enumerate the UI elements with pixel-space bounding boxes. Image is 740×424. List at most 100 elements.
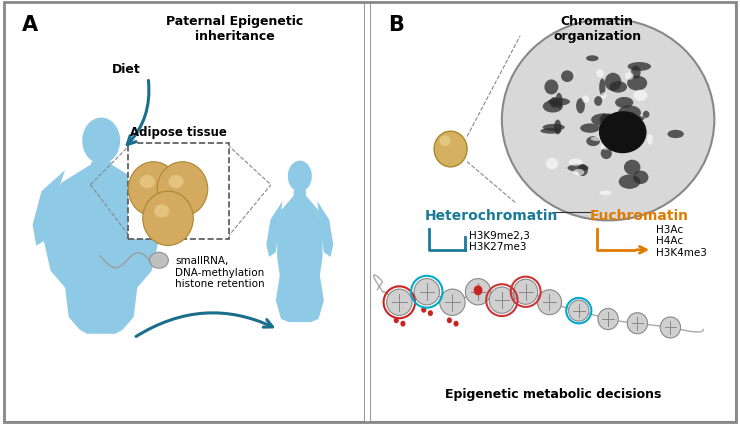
Ellipse shape [580, 123, 599, 133]
Ellipse shape [599, 78, 605, 96]
Ellipse shape [577, 164, 588, 176]
Ellipse shape [625, 72, 633, 80]
Text: Epigenetic metabolic decisions: Epigenetic metabolic decisions [445, 388, 662, 401]
Circle shape [394, 317, 399, 323]
Polygon shape [293, 190, 306, 204]
Ellipse shape [465, 279, 491, 305]
Ellipse shape [594, 96, 602, 106]
Circle shape [447, 317, 452, 323]
Ellipse shape [154, 204, 169, 218]
Ellipse shape [615, 97, 633, 108]
Ellipse shape [586, 136, 600, 146]
Ellipse shape [609, 81, 627, 93]
Ellipse shape [542, 100, 563, 112]
Ellipse shape [596, 69, 604, 77]
Ellipse shape [548, 98, 570, 106]
Ellipse shape [434, 131, 467, 167]
Text: smallRNA,
DNA-methylation
histone retention: smallRNA, DNA-methylation histone retent… [175, 256, 265, 289]
Ellipse shape [568, 300, 589, 321]
Circle shape [454, 321, 459, 326]
Ellipse shape [601, 148, 612, 159]
Polygon shape [266, 201, 283, 257]
Ellipse shape [602, 113, 607, 124]
Ellipse shape [540, 128, 562, 134]
Circle shape [474, 285, 482, 296]
Ellipse shape [440, 289, 465, 315]
Text: H3K9me2,3
H3K27me3: H3K9me2,3 H3K27me3 [469, 231, 530, 252]
Ellipse shape [586, 55, 599, 61]
Ellipse shape [620, 112, 636, 119]
Ellipse shape [667, 130, 684, 138]
Ellipse shape [648, 134, 653, 145]
Ellipse shape [591, 114, 614, 126]
Ellipse shape [591, 137, 605, 141]
Ellipse shape [605, 73, 622, 91]
Ellipse shape [288, 161, 312, 192]
Ellipse shape [545, 158, 558, 169]
Ellipse shape [627, 75, 648, 91]
Ellipse shape [628, 62, 651, 71]
Ellipse shape [414, 279, 440, 305]
Ellipse shape [599, 114, 616, 126]
Polygon shape [276, 195, 324, 322]
Text: H3Ac
H4Ac
H3K4me3: H3Ac H4Ac H3K4me3 [656, 225, 707, 258]
Ellipse shape [537, 290, 562, 315]
Text: Diet: Diet [112, 63, 141, 76]
Ellipse shape [489, 287, 514, 313]
Text: Heterochromatin: Heterochromatin [425, 209, 558, 223]
Ellipse shape [502, 19, 714, 220]
Polygon shape [44, 164, 159, 334]
Ellipse shape [542, 124, 565, 131]
Text: Adipose tissue: Adipose tissue [130, 126, 227, 139]
Ellipse shape [599, 190, 612, 195]
Ellipse shape [619, 174, 640, 189]
Ellipse shape [633, 90, 648, 101]
Polygon shape [138, 170, 169, 245]
Ellipse shape [157, 162, 208, 216]
Ellipse shape [550, 97, 559, 108]
Ellipse shape [576, 98, 585, 113]
Ellipse shape [633, 170, 648, 184]
Ellipse shape [599, 123, 607, 131]
Circle shape [421, 307, 426, 313]
Ellipse shape [386, 289, 412, 315]
Ellipse shape [599, 111, 647, 153]
Ellipse shape [440, 135, 451, 146]
Text: Euchromatin: Euchromatin [590, 209, 689, 223]
Ellipse shape [618, 106, 641, 120]
Ellipse shape [603, 122, 624, 133]
Ellipse shape [169, 175, 184, 188]
Ellipse shape [143, 191, 193, 245]
Ellipse shape [561, 70, 574, 82]
Text: B: B [388, 15, 404, 35]
Polygon shape [317, 201, 333, 257]
Polygon shape [33, 170, 65, 245]
Ellipse shape [605, 115, 614, 126]
Ellipse shape [568, 159, 582, 166]
Ellipse shape [574, 169, 585, 176]
Ellipse shape [625, 115, 645, 121]
Text: Paternal Epigenetic
inheritance: Paternal Epigenetic inheritance [166, 15, 303, 43]
Ellipse shape [628, 313, 648, 334]
Ellipse shape [82, 117, 120, 164]
Ellipse shape [624, 160, 640, 175]
Ellipse shape [643, 111, 650, 118]
Text: Chromatin
organization: Chromatin organization [553, 15, 641, 43]
Ellipse shape [568, 164, 588, 172]
Ellipse shape [601, 143, 611, 150]
Ellipse shape [128, 162, 179, 216]
Ellipse shape [149, 252, 169, 268]
Ellipse shape [140, 175, 155, 188]
Ellipse shape [660, 317, 681, 338]
Text: A: A [21, 15, 38, 35]
Ellipse shape [616, 142, 624, 152]
FancyBboxPatch shape [128, 143, 229, 239]
Ellipse shape [582, 96, 589, 103]
Ellipse shape [601, 92, 607, 99]
Ellipse shape [631, 66, 641, 78]
Circle shape [400, 321, 406, 326]
Ellipse shape [545, 79, 558, 95]
Polygon shape [90, 162, 113, 183]
Ellipse shape [618, 112, 634, 129]
Ellipse shape [514, 279, 538, 304]
